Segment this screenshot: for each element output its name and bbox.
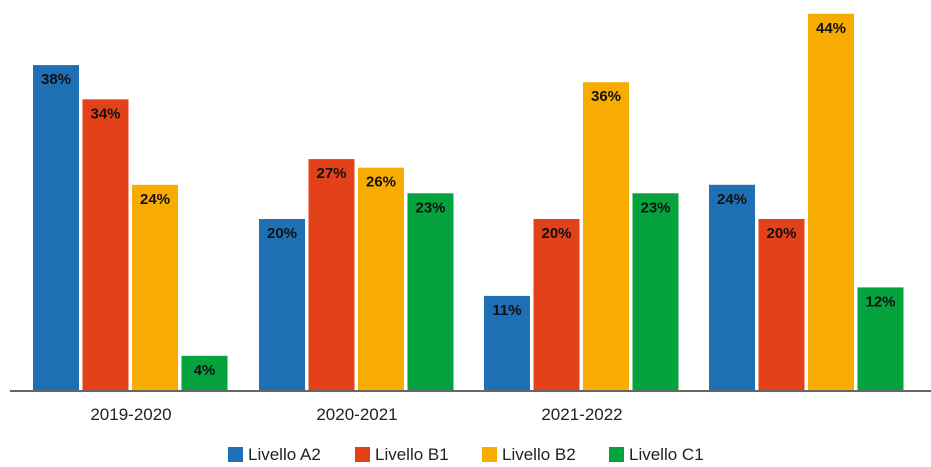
legend-swatch (228, 447, 243, 462)
x-tick-label: 2020-2021 (316, 405, 397, 424)
bar-2-2 (308, 159, 355, 390)
bar-3-3 (583, 82, 629, 390)
bar-3-2 (358, 167, 404, 390)
legend: Livello A2 Livello B1 Livello B2 Livello C1 (228, 445, 704, 464)
legend-label: Livello B2 (502, 445, 576, 462)
bar-data-label: 34% (90, 105, 120, 122)
bar-data-label: 23% (415, 199, 445, 216)
bar-data-label: 44% (816, 20, 846, 37)
bar-2-1 (82, 99, 129, 391)
bar-data-label: 20% (541, 225, 571, 242)
legend-label: Livello C1 (629, 445, 704, 462)
x-tick-label: 2019-2020 (90, 405, 171, 424)
legend-label: Livello A2 (248, 445, 321, 462)
bar-3-4 (808, 13, 854, 391)
bar-data-label: 27% (316, 165, 346, 182)
legend-swatch (609, 447, 624, 462)
bar-data-label: 26% (366, 174, 396, 191)
x-tick-label: 2021-2022 (541, 405, 622, 424)
bar-data-label: 20% (267, 225, 297, 242)
x-tick-labels: 2019-2020 2020-2021 2021-2022 (90, 405, 622, 424)
bar-1-3 (484, 295, 530, 390)
legend-label: Livello B1 (375, 445, 449, 462)
bar-data-label: 20% (766, 225, 796, 242)
bar-data-label: 24% (140, 191, 170, 208)
bar-data-label: 12% (865, 293, 895, 310)
legend-swatch (355, 447, 370, 462)
bar-2-4 (758, 219, 805, 390)
legend-swatch (482, 447, 497, 462)
bar-data-label: 36% (591, 88, 621, 105)
bar-data-label: 11% (492, 302, 521, 319)
bar-data-label: 38% (41, 71, 71, 88)
bar-1-1 (33, 65, 79, 390)
bar-1-4 (709, 184, 755, 390)
bar-4-2 (407, 193, 454, 390)
bar-2-3 (533, 219, 580, 390)
bars-group (33, 13, 904, 391)
bar-data-label: 23% (640, 199, 670, 216)
bar-4-3 (632, 193, 679, 390)
bar-4-1 (181, 355, 228, 390)
bar-3-1 (132, 184, 178, 390)
bar-1-2 (259, 219, 305, 390)
bar-4-4 (857, 287, 904, 390)
bar-data-label: 24% (717, 191, 747, 208)
bar-labels-group: 38% 20% 11% 24% 34% 27% 20% 20% 24% 26% 36% 44% 4% 23… (41, 20, 896, 379)
bar-data-label: 4% (194, 362, 216, 379)
